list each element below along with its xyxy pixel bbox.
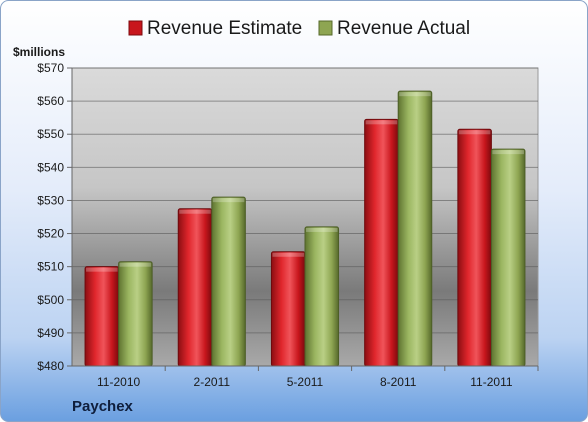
bar-revenue-actual xyxy=(490,148,526,367)
legend-label-estimate: Revenue Estimate xyxy=(147,18,302,39)
bar-revenue-estimate-highlight xyxy=(272,252,304,257)
bars xyxy=(84,90,526,367)
bar-revenue-estimate-highlight xyxy=(179,209,211,214)
y-tick-label: $480 xyxy=(37,359,64,373)
bar-revenue-estimate xyxy=(177,208,213,367)
y-tick-label: $570 xyxy=(37,61,64,75)
legend-swatch-actual xyxy=(318,20,333,36)
y-tick-label: $540 xyxy=(37,160,64,174)
bar-revenue-actual-highlight xyxy=(306,227,338,232)
legend-swatch-estimate xyxy=(128,20,143,36)
bar-revenue-actual-highlight xyxy=(492,150,524,155)
y-tick-label: $550 xyxy=(37,127,64,141)
bar-revenue-actual-highlight xyxy=(399,92,431,97)
bar-revenue-actual xyxy=(211,196,246,367)
x-tick-label: 11-2011 xyxy=(470,375,513,389)
bar-revenue-actual-highlight xyxy=(119,262,152,267)
legend-label-actual: Revenue Actual xyxy=(337,18,470,39)
bar-revenue-estimate xyxy=(364,118,399,367)
bar-revenue-actual xyxy=(304,226,340,367)
bar-revenue-estimate xyxy=(270,251,306,367)
y-tick-label: $520 xyxy=(37,227,64,241)
company-name: Paychex xyxy=(72,398,134,415)
y-axis-unit-label: $millions xyxy=(13,45,65,59)
bar-revenue-estimate-highlight xyxy=(458,130,491,135)
axes: $480 $490 $500 $510 $520 $530 $540 $550 $560 $570… xyxy=(37,61,539,389)
x-tick-label: 2-2011 xyxy=(194,375,231,389)
x-tick-label: 8-2011 xyxy=(380,375,417,389)
bar-revenue-estimate xyxy=(457,128,492,367)
legend: Revenue Estimate Revenue Actual xyxy=(128,18,470,39)
y-tick-label: $510 xyxy=(37,260,64,274)
y-tick-label: $530 xyxy=(37,193,64,207)
x-tick-label: 5-2011 xyxy=(287,375,324,389)
bar-revenue-actual-highlight xyxy=(212,198,245,203)
bar-revenue-estimate xyxy=(84,266,120,367)
bar-revenue-estimate-highlight xyxy=(365,120,398,125)
y-tick-label: $490 xyxy=(37,326,64,340)
y-tick-label: $560 xyxy=(37,94,64,108)
bar-revenue-actual xyxy=(397,90,433,367)
x-tick-label: 11-2010 xyxy=(97,375,140,389)
bar-revenue-estimate-highlight xyxy=(86,267,118,272)
y-tick-label: $500 xyxy=(37,293,64,307)
bar-revenue-actual xyxy=(118,261,153,367)
